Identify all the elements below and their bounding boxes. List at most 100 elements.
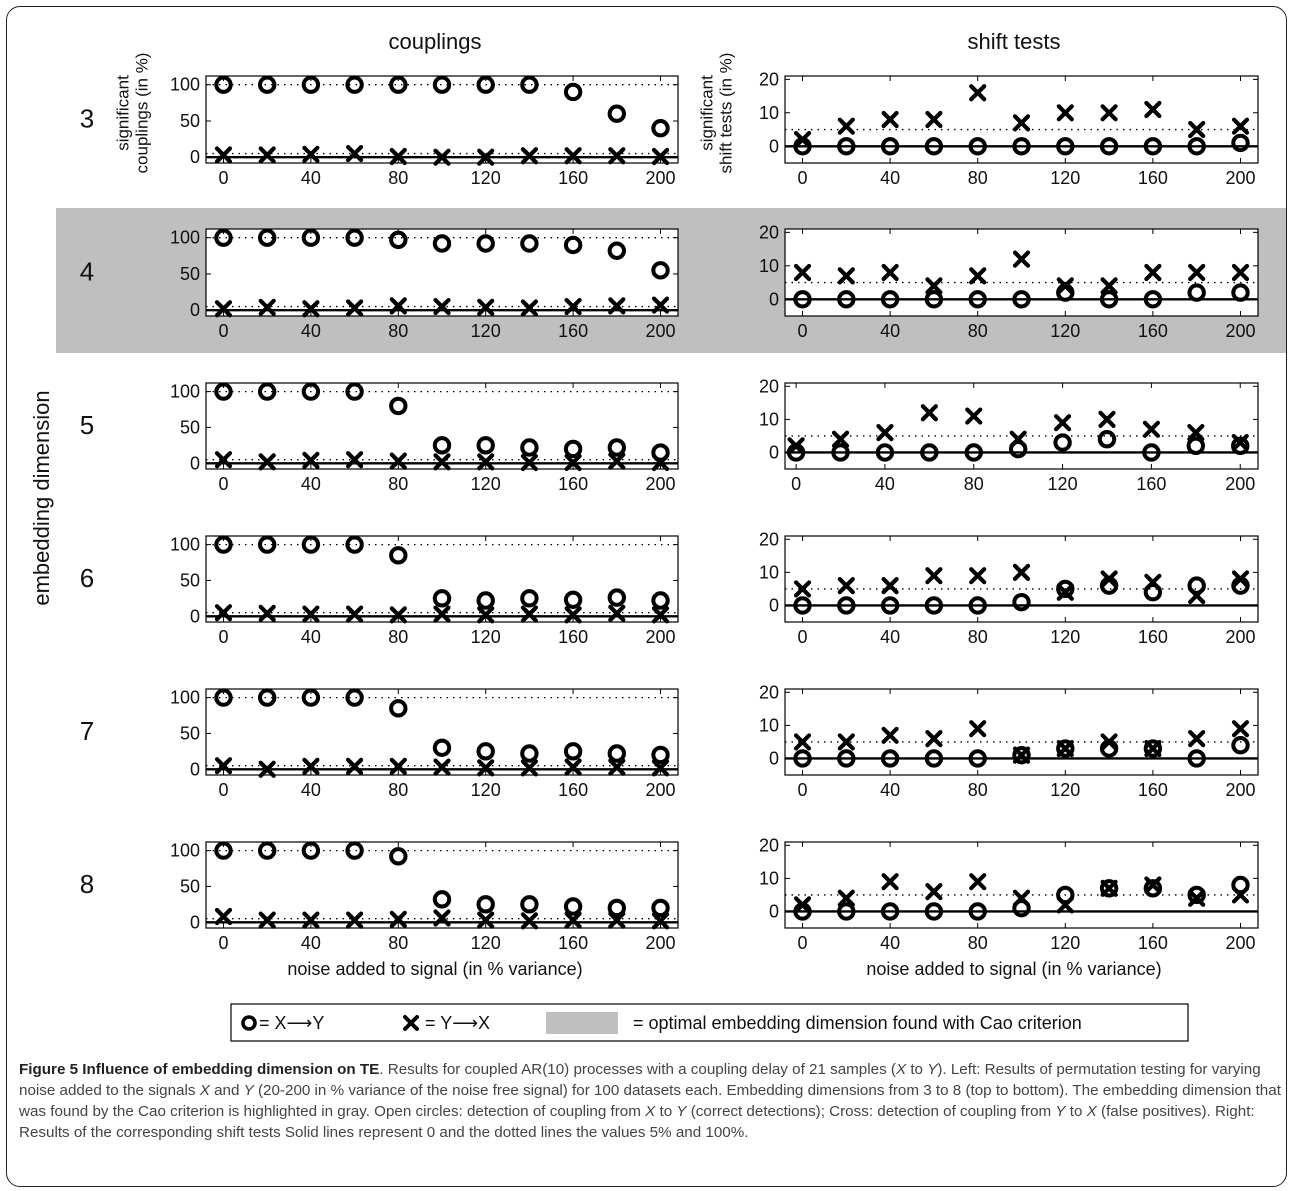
y-tick-label: 50: [180, 417, 200, 437]
marker-cross: [969, 720, 987, 738]
marker-cross: [881, 110, 899, 129]
marker-circle: [880, 290, 900, 309]
marker-circle: [1099, 739, 1119, 758]
marker-cross: [520, 453, 539, 472]
marker-circle: [214, 535, 233, 554]
y-tick-label: 10: [759, 409, 779, 429]
marker-circle: [257, 535, 277, 554]
x-tick-label: 200: [1225, 168, 1255, 188]
marker-circle: [1187, 137, 1206, 156]
x-tick-label: 160: [558, 321, 588, 341]
x-tick-label: 120: [471, 321, 501, 341]
marker-circle: [1231, 436, 1250, 456]
y-tick-label: 20: [759, 682, 779, 702]
marker-cross: [1188, 730, 1206, 748]
caption-fragment: X: [199, 1082, 210, 1099]
x-tick-label: 0: [798, 933, 808, 953]
caption-fragment: Y: [927, 1061, 938, 1078]
marker-circle: [563, 82, 583, 102]
marker-cross: [1098, 410, 1116, 428]
marker-circle: [214, 75, 233, 94]
x-tick-label: 0: [218, 780, 228, 800]
x-tick-label: 80: [968, 321, 988, 341]
marker-cross: [969, 567, 987, 585]
marker-circle: [1056, 739, 1075, 758]
y-tick-label: 0: [190, 300, 200, 320]
marker-cross: [1053, 414, 1072, 432]
marker-circle: [607, 241, 627, 260]
marker-circle: [520, 744, 539, 763]
marker-cross: [1144, 100, 1162, 119]
marker-circle: [924, 902, 944, 921]
y-tick-label: 0: [769, 442, 779, 462]
marker-cross: [793, 263, 812, 282]
shift-ylabel-line: significant: [698, 75, 717, 151]
x-tick-label: 160: [1138, 933, 1168, 953]
marker-circle: [301, 535, 321, 554]
marker-circle: [968, 596, 987, 615]
marker-cross: [214, 604, 233, 622]
marker-cross: [302, 145, 320, 163]
marker-circle: [214, 688, 233, 707]
x-tick-label: 200: [645, 627, 675, 647]
marker-circle: [793, 596, 812, 615]
y-tick-label: 0: [769, 595, 779, 615]
x-tick-label: 200: [1225, 933, 1255, 953]
marker-circle: [301, 382, 321, 401]
caption-fragment: ). Left: Results of permutation testing …: [19, 1061, 1261, 1099]
marker-circle: [1056, 579, 1075, 599]
marker-cross: [925, 110, 943, 129]
marker-circle: [651, 591, 670, 610]
marker-circle: [389, 75, 408, 94]
marker-circle: [880, 137, 900, 156]
marker-circle: [345, 382, 364, 401]
x-tick-label: 120: [1050, 168, 1080, 188]
x-tick-label: 80: [968, 627, 988, 647]
marker-circle: [964, 443, 983, 462]
x-tick-label: 0: [798, 321, 808, 341]
y-tick-label: 50: [180, 570, 200, 590]
x-tick-label: 80: [388, 168, 408, 188]
marker-cross: [477, 298, 495, 316]
x-tick-label: 80: [388, 627, 408, 647]
x-tick-label: 160: [1138, 321, 1168, 341]
marker-cross: [564, 453, 582, 472]
marker-circle: [793, 137, 812, 156]
marker-cross: [651, 606, 670, 624]
marker-cross: [651, 296, 670, 314]
marker-cross: [302, 911, 320, 929]
marker-cross: [881, 873, 899, 891]
marker-cross: [389, 606, 407, 624]
marker-circle: [1099, 137, 1119, 156]
marker-circle: [1143, 290, 1163, 309]
x-tick-label: 160: [1138, 627, 1168, 647]
legend-cross-icon: [403, 1015, 419, 1031]
x-tick-label: 120: [471, 474, 501, 494]
marker-circle: [389, 847, 408, 866]
marker-cross: [345, 911, 364, 929]
marker-circle: [924, 749, 944, 768]
marker-cross: [1231, 117, 1250, 135]
marker-circle: [607, 438, 627, 457]
marker-cross: [214, 300, 233, 318]
marker-cross: [564, 147, 582, 165]
marker-circle: [476, 895, 495, 914]
x-tick-label: 160: [1136, 474, 1166, 494]
marker-cross: [1100, 277, 1118, 295]
marker-circle: [301, 688, 321, 707]
x-tick-label: 80: [968, 168, 988, 188]
marker-cross: [1100, 104, 1118, 122]
marker-circle: [432, 75, 452, 94]
y-tick-label: 0: [769, 289, 779, 309]
marker-cross: [477, 759, 495, 777]
y-tick-label: 10: [759, 868, 779, 888]
y-tick-label: 10: [759, 562, 779, 582]
marker-circle: [1187, 283, 1206, 302]
x-tick-label: 200: [645, 321, 675, 341]
x-tick-label: 40: [880, 933, 900, 953]
marker-circle: [880, 596, 900, 615]
y-tick-label: 50: [180, 111, 200, 131]
marker-circle: [793, 749, 812, 768]
marker-cross: [837, 733, 855, 751]
y-tick-label: 20: [759, 222, 779, 242]
